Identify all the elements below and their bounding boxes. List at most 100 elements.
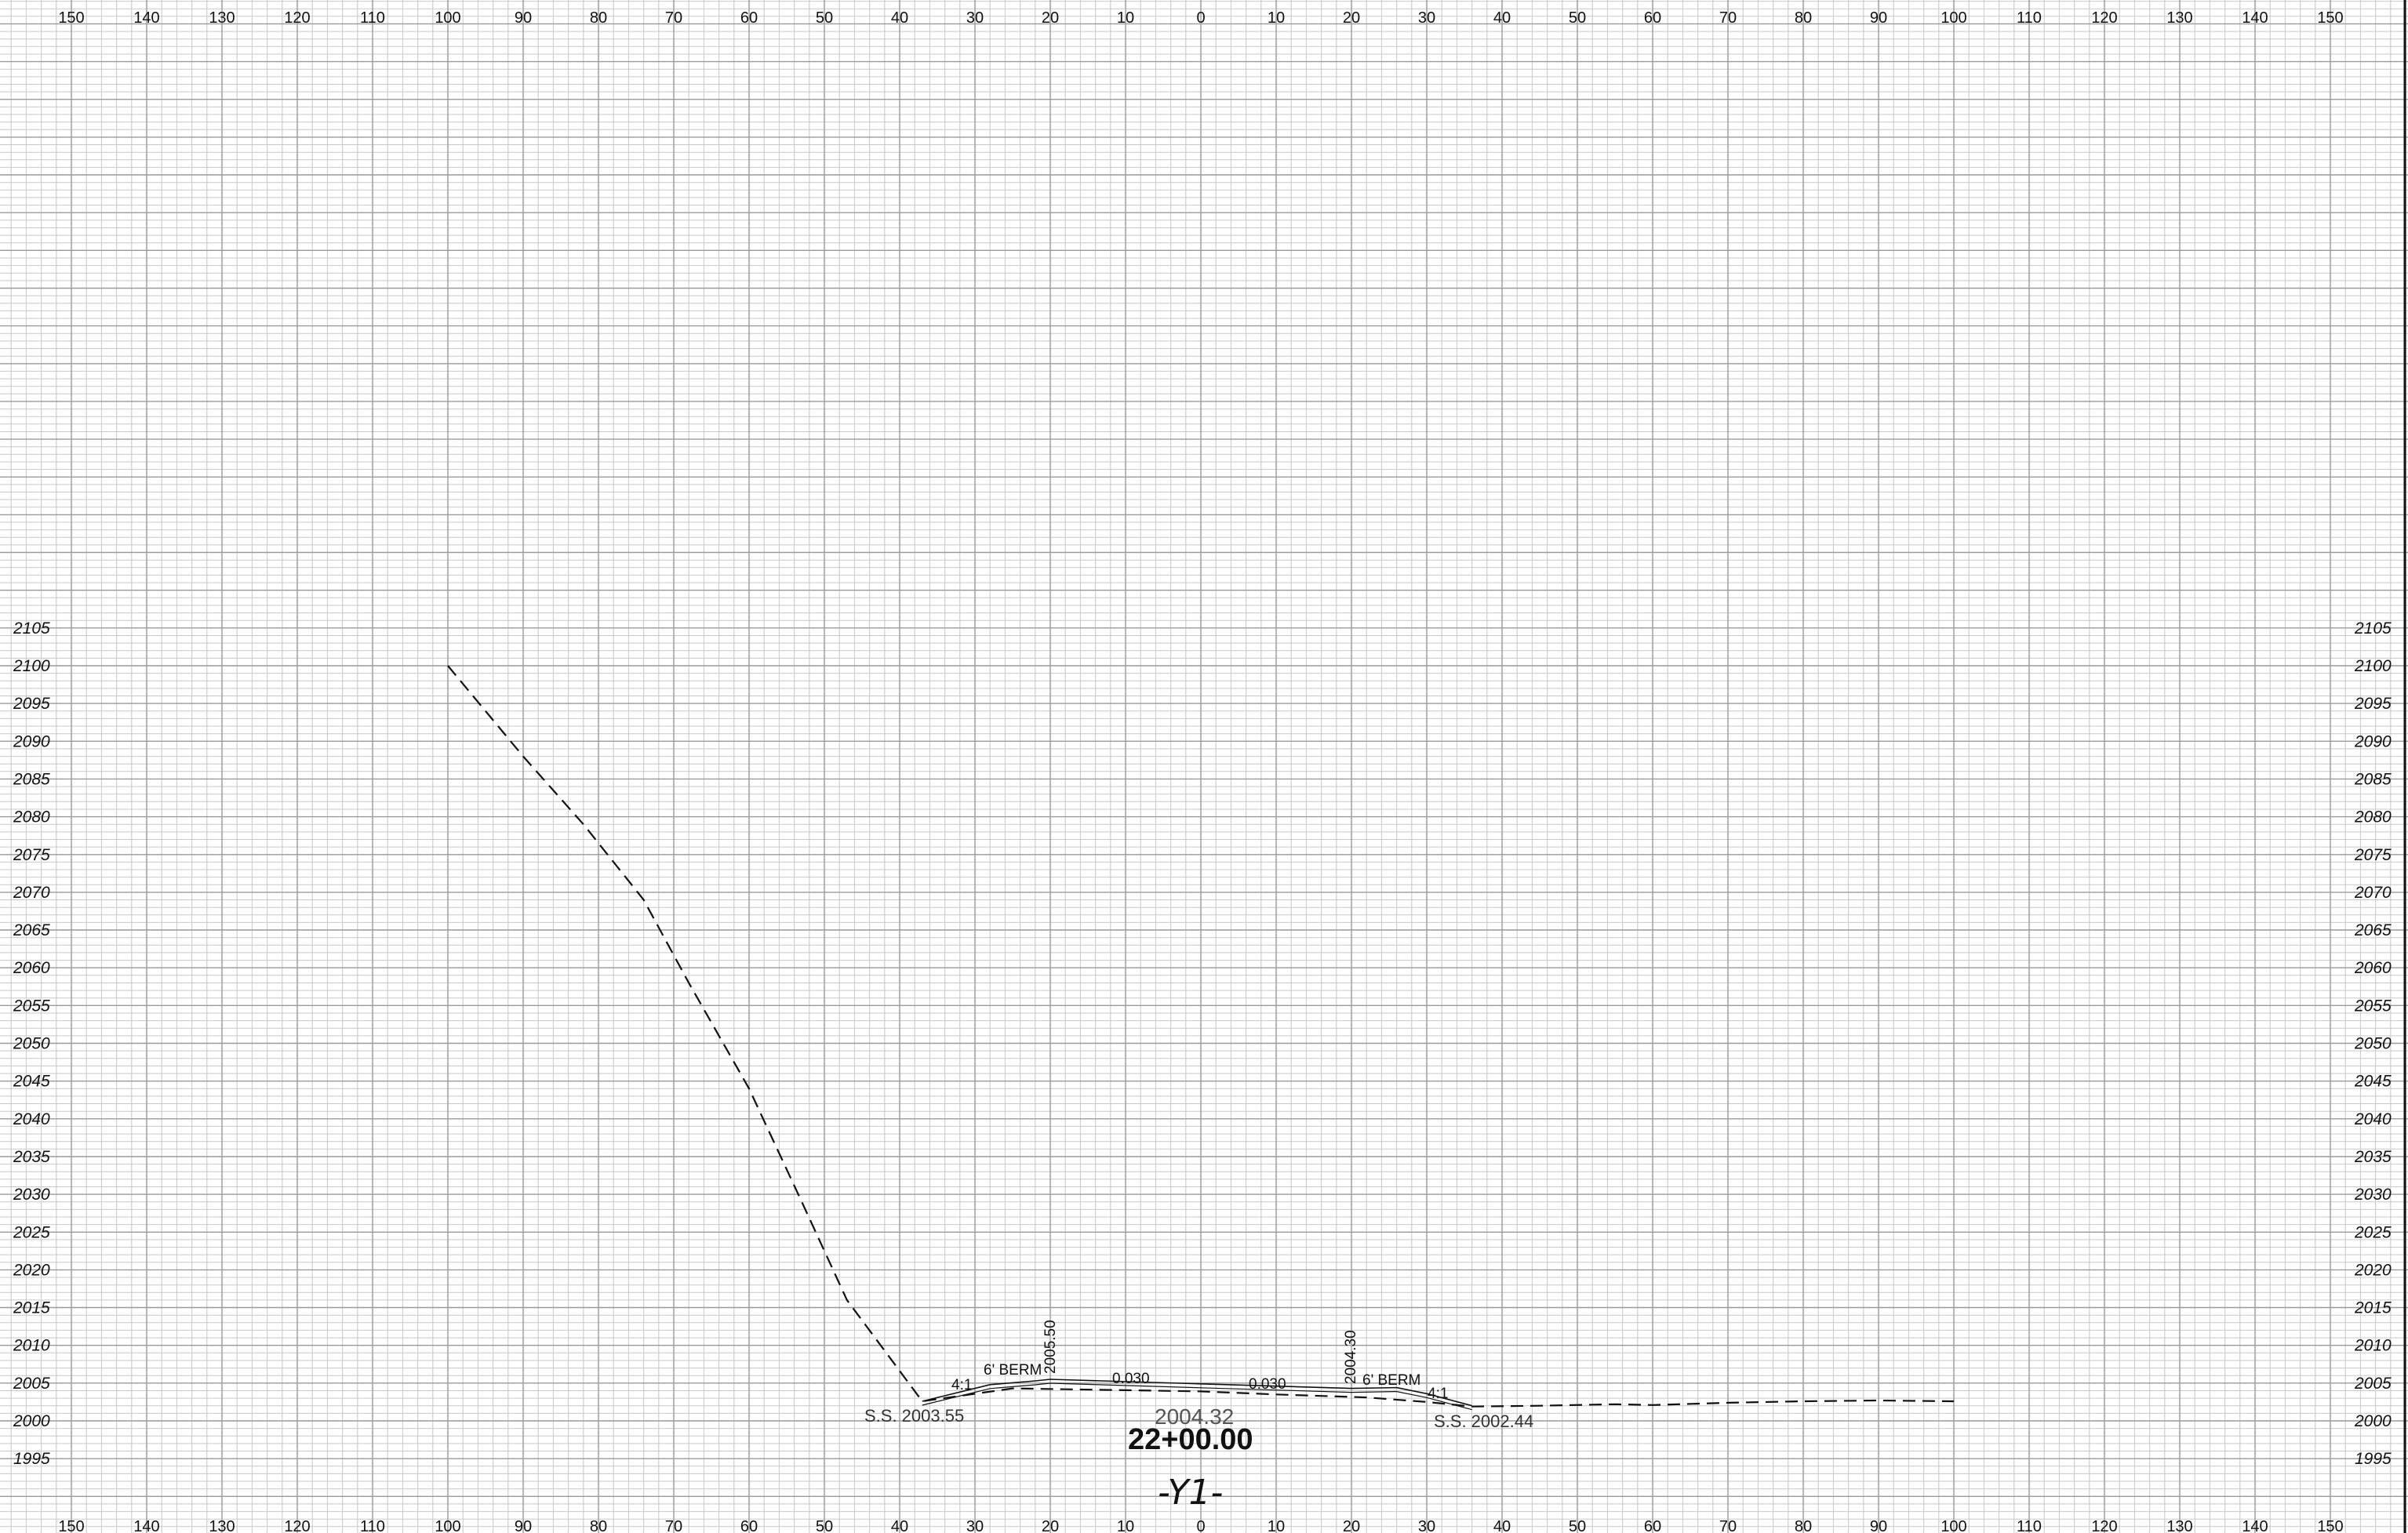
offset-tick-label: 20 xyxy=(1042,1518,1059,1533)
elevation-tick-label: 2070 xyxy=(2354,884,2392,902)
offset-tick-label: 90 xyxy=(515,1518,532,1533)
elevation-tick-label: 2105 xyxy=(2354,619,2392,638)
elevation-tick-label: 2025 xyxy=(2354,1223,2392,1241)
elevation-tick-label: 2060 xyxy=(2354,959,2392,977)
elevation-tick-label: 1995 xyxy=(2355,1450,2392,1468)
elevation-tick-label: 2070 xyxy=(13,884,50,902)
elevation-tick-label: 2065 xyxy=(2354,921,2392,939)
offset-tick-label: 80 xyxy=(1795,1518,1812,1533)
elevation-tick-label: 2015 xyxy=(2354,1299,2392,1317)
offset-tick-label: 40 xyxy=(891,1518,908,1533)
offset-tick-label: 140 xyxy=(133,1518,159,1533)
offset-tick-label: 150 xyxy=(2317,9,2343,27)
elevation-tick-label: 2100 xyxy=(13,657,50,675)
offset-tick-label: 70 xyxy=(1719,9,1737,27)
offset-tick-label: 30 xyxy=(1418,9,1435,27)
offset-tick-label: 60 xyxy=(740,1518,758,1533)
offset-tick-label: 110 xyxy=(2017,9,2042,27)
proposed-subgrade-line xyxy=(922,1382,1472,1411)
offset-tick-label: 120 xyxy=(2091,1518,2117,1533)
left-slope-stake: S.S. 2003.55 xyxy=(864,1406,964,1426)
offset-tick-label: 10 xyxy=(1117,1518,1134,1533)
offset-tick-label: 100 xyxy=(435,1518,460,1533)
elevation-tick-label: 2020 xyxy=(2354,1261,2392,1279)
elevation-tick-label: 2035 xyxy=(13,1148,50,1166)
elevation-tick-label: 1995 xyxy=(13,1450,50,1468)
offset-tick-label: 120 xyxy=(284,1518,310,1533)
offset-tick-label: 140 xyxy=(2242,9,2268,27)
elevation-tick-label: 2040 xyxy=(2354,1110,2392,1128)
centerline-grade: 2004.32 xyxy=(1155,1404,1234,1429)
offset-tick-label: 40 xyxy=(891,9,908,27)
offset-tick-label: 80 xyxy=(590,9,607,27)
offset-scale-top: 150 140 130 120 110 100 90 80 70 60 50 40 30 20 10 0 10 2… xyxy=(58,9,2343,27)
elevation-tick-label: 2055 xyxy=(2354,997,2392,1015)
right-slope-ratio: 4:1 xyxy=(1428,1386,1448,1402)
elevation-scale-right: 2105 2100 2095 2090 2085 2080 2075 2070 2065 2060… xyxy=(2354,619,2392,1468)
elevation-tick-label: 2000 xyxy=(2354,1412,2392,1430)
left-slope-ratio: 4:1 xyxy=(951,1377,972,1393)
proposed-section-line xyxy=(922,1379,1472,1407)
offset-scale-bottom: 150 140 130 120 110 100 90 80 70 60 50 40 30 20 10 0 10 2… xyxy=(58,1518,2343,1533)
offset-tick-label: 140 xyxy=(133,9,159,27)
offset-tick-label: 140 xyxy=(2242,1518,2268,1533)
station-label: 22+00.00 xyxy=(1128,1423,1253,1456)
existing-ground-line xyxy=(447,665,1955,1408)
left-berm-elevation: 2005.50 xyxy=(1042,1320,1059,1374)
offset-tick-label: 130 xyxy=(209,1518,235,1533)
elevation-tick-label: 2080 xyxy=(13,808,50,826)
offset-tick-label: 30 xyxy=(966,1518,984,1533)
elevation-tick-label: 2030 xyxy=(2354,1186,2392,1204)
elevation-tick-label: 2075 xyxy=(2354,846,2392,864)
elevation-tick-label: 2105 xyxy=(13,619,50,638)
left-cross-slope: 0.030 xyxy=(1112,1371,1150,1387)
offset-tick-label: 60 xyxy=(1644,9,1661,27)
elevation-tick-label: 2050 xyxy=(2354,1035,2392,1053)
elevation-tick-label: 2095 xyxy=(13,695,50,713)
elevation-tick-label: 2040 xyxy=(13,1110,50,1128)
offset-tick-label: 80 xyxy=(1795,9,1812,27)
elevation-tick-label: 2020 xyxy=(13,1261,50,1279)
offset-tick-label: 50 xyxy=(1569,9,1586,27)
offset-tick-label: 10 xyxy=(1268,1518,1285,1533)
offset-tick-label: 90 xyxy=(1870,1518,1887,1533)
offset-tick-label: 70 xyxy=(665,1518,682,1533)
offset-tick-label: 130 xyxy=(2166,1518,2192,1533)
elevation-tick-label: 2010 xyxy=(13,1337,50,1355)
elevation-tick-label: 2005 xyxy=(13,1375,50,1393)
elevation-tick-label: 2060 xyxy=(13,959,50,977)
elevation-tick-label: 2035 xyxy=(2354,1148,2392,1166)
offset-tick-label: 60 xyxy=(1644,1518,1661,1533)
elevation-tick-label: 2025 xyxy=(13,1223,50,1241)
elevation-tick-label: 2055 xyxy=(13,997,50,1015)
offset-tick-label: 20 xyxy=(1343,1518,1360,1533)
offset-tick-label: 20 xyxy=(1343,9,1360,27)
offset-tick-label: 10 xyxy=(1268,9,1285,27)
offset-tick-label: 80 xyxy=(590,1518,607,1533)
offset-tick-label: 90 xyxy=(1870,9,1887,27)
offset-tick-label: 50 xyxy=(1569,1518,1586,1533)
offset-tick-label: 50 xyxy=(816,9,833,27)
right-slope-stake: S.S. 2002.44 xyxy=(1434,1411,1533,1431)
offset-tick-label: 110 xyxy=(360,1518,385,1533)
left-berm-label: 6' BERM xyxy=(984,1362,1042,1379)
offset-tick-label: 150 xyxy=(58,9,84,27)
elevation-tick-label: 2065 xyxy=(13,921,50,939)
right-berm-label: 6' BERM xyxy=(1362,1372,1420,1389)
offset-tick-label: 130 xyxy=(209,9,235,27)
offset-tick-label: 30 xyxy=(1418,1518,1435,1533)
offset-tick-label: 50 xyxy=(816,1518,833,1533)
offset-tick-label: 10 xyxy=(1117,9,1134,27)
offset-tick-label: 130 xyxy=(2166,9,2192,27)
elevation-tick-label: 2045 xyxy=(2354,1073,2392,1091)
elevation-tick-label: 2075 xyxy=(13,846,50,864)
offset-tick-label: 110 xyxy=(360,9,385,27)
elevation-scale-left: 2105 2100 2095 2090 2085 2080 2075 2070 2065 2060… xyxy=(13,619,50,1468)
offset-tick-label: 110 xyxy=(2017,1518,2042,1533)
elevation-tick-label: 2015 xyxy=(13,1299,50,1317)
offset-tick-label: 120 xyxy=(284,9,310,27)
